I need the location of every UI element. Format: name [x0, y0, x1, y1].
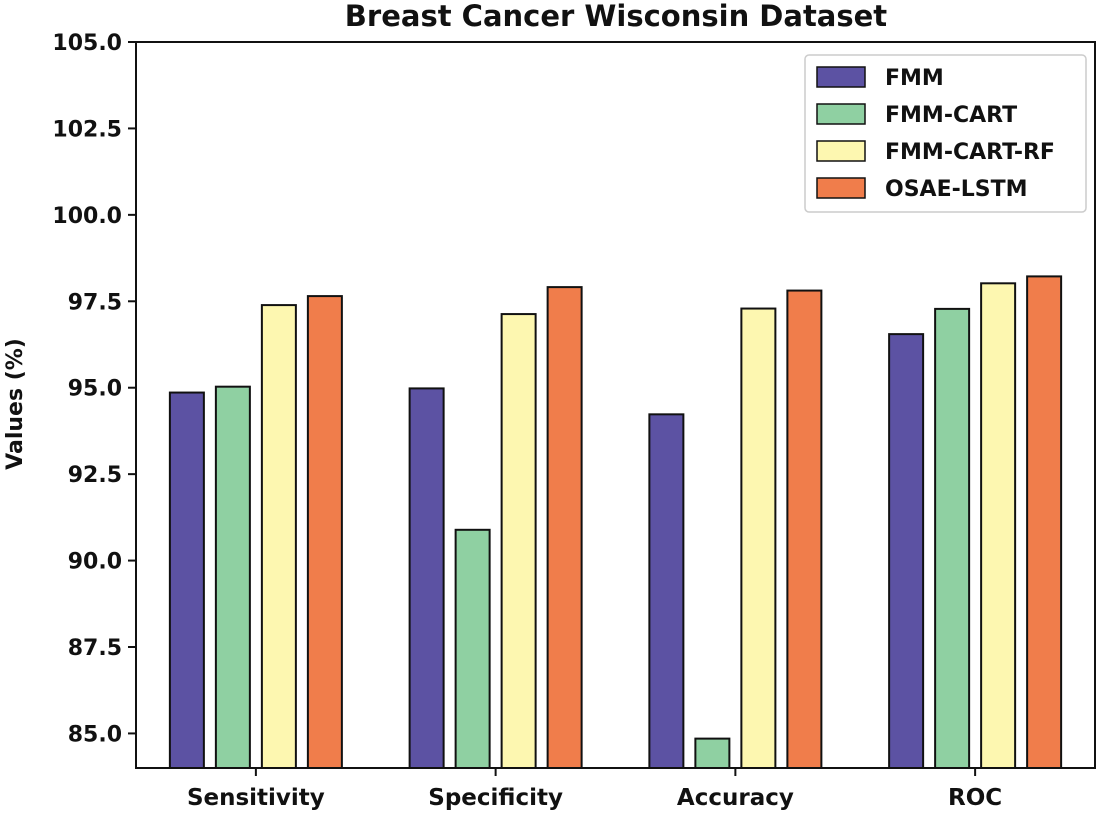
chart-title: Breast Cancer Wisconsin Dataset — [345, 0, 888, 33]
bar-fmm-cart-rf-roc — [980, 282, 1017, 769]
y-tick-label: 102.5 — [52, 117, 122, 142]
bar-fmm-cart-specificity — [454, 528, 491, 769]
legend: FMM FMM-CART FMM-CART-RF OSAE-LSTM — [804, 54, 1087, 213]
bar-fmm-cart-rf-specificity — [500, 313, 537, 769]
bar-osae-lstm-roc — [1026, 275, 1063, 769]
y-tick-label: 90.0 — [68, 550, 122, 575]
x-tick-label: Sensitivity — [187, 785, 325, 811]
y-tick-label: 92.5 — [68, 463, 122, 488]
bar-fmm-sensitivity — [168, 391, 205, 769]
x-tick-label: ROC — [948, 785, 1002, 811]
legend-swatch — [816, 140, 866, 162]
bar-fmm-cart-roc — [934, 307, 971, 769]
plot-area: 85.0 87.5 90.0 92.5 95.0 97.5 100.0 102.5 105.0 S… — [52, 31, 1096, 811]
y-axis-label: Values (%) — [3, 338, 28, 470]
x-tick-label: Accuracy — [677, 785, 794, 811]
bar-osae-lstm-accuracy — [786, 289, 823, 769]
plot-frame — [135, 41, 1096, 769]
bar-fmm-cart-accuracy — [694, 737, 731, 769]
legend-swatch — [816, 66, 866, 88]
bar-fmm-cart-rf-sensitivity — [260, 304, 297, 769]
y-tick-label: 95.0 — [68, 377, 122, 402]
x-tick-label: Specificity — [428, 785, 563, 811]
y-tick-label: 97.5 — [68, 290, 122, 315]
legend-swatch — [816, 103, 866, 125]
bar-fmm-accuracy — [648, 413, 685, 769]
legend-label: OSAE-LSTM — [885, 177, 1028, 202]
y-tick-label: 100.0 — [52, 204, 122, 229]
bar-osae-lstm-sensitivity — [306, 295, 343, 769]
legend-swatch — [816, 177, 866, 199]
y-tick-label: 87.5 — [68, 636, 122, 661]
y-tick-label: 85.0 — [68, 722, 122, 747]
legend-label: FMM — [885, 66, 944, 91]
y-tick-label: 105.0 — [52, 31, 122, 56]
bar-osae-lstm-specificity — [546, 286, 583, 769]
legend-label: FMM-CART — [885, 103, 1017, 128]
legend-label: FMM-CART-RF — [885, 140, 1055, 165]
bar-fmm-cart-sensitivity — [214, 385, 251, 769]
bar-fmm-specificity — [408, 387, 445, 769]
bar-fmm-roc — [888, 333, 925, 769]
bar-fmm-cart-rf-accuracy — [740, 307, 777, 769]
legend-box — [804, 54, 1087, 213]
